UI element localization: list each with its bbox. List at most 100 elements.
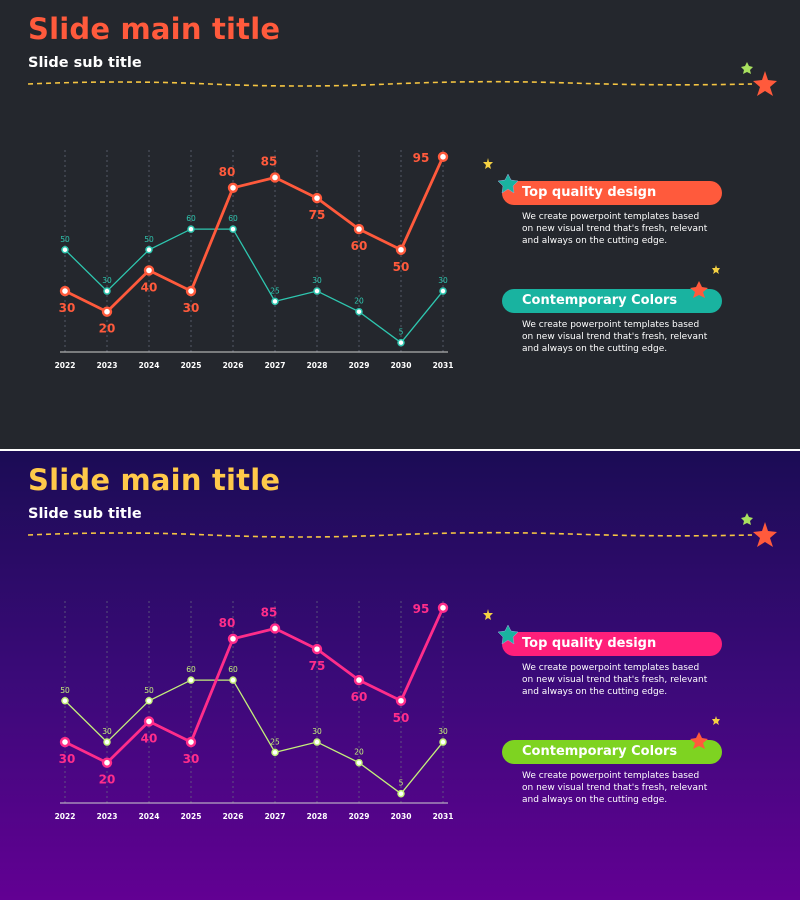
data-point-secondary xyxy=(145,697,153,705)
card-decoration xyxy=(483,609,720,749)
data-label-secondary: 20 xyxy=(354,748,364,757)
header-decoration xyxy=(27,513,777,547)
star-icon xyxy=(483,158,493,169)
x-tick-label: 2023 xyxy=(97,812,118,821)
x-tick-label: 2030 xyxy=(391,812,412,821)
x-tick-label: 2024 xyxy=(139,812,160,821)
data-point-primary xyxy=(395,695,407,706)
feature-card: Top quality design We create powerpoint … xyxy=(502,181,722,247)
data-point-primary xyxy=(269,623,281,634)
star-icon xyxy=(741,62,753,74)
data-label-primary: 95 xyxy=(413,151,430,165)
x-tick-label: 2025 xyxy=(181,812,202,821)
data-label-primary: 60 xyxy=(351,690,368,704)
data-point-primary xyxy=(353,223,365,235)
x-tick-label: 2031 xyxy=(433,812,454,821)
divider-line xyxy=(27,80,753,87)
data-label-primary: 85 xyxy=(261,154,278,168)
star-icon xyxy=(712,716,720,725)
star-icon xyxy=(483,609,493,620)
data-label-primary: 20 xyxy=(99,322,116,336)
series-line-primary xyxy=(64,156,445,314)
card-heading: Contemporary Colors xyxy=(502,289,722,313)
data-point-primary xyxy=(59,285,71,297)
x-tick-label: 2023 xyxy=(97,361,118,370)
data-label-secondary: 50 xyxy=(60,686,70,695)
data-label-primary: 50 xyxy=(393,711,410,725)
data-label-primary: 40 xyxy=(141,731,158,745)
data-point-secondary xyxy=(229,676,237,684)
x-tick-label: 2031 xyxy=(433,361,454,370)
series-line-primary xyxy=(64,607,445,765)
data-label-secondary: 60 xyxy=(228,665,238,674)
data-label-secondary: 30 xyxy=(312,276,322,285)
star-icon xyxy=(690,732,708,749)
data-point-secondary xyxy=(145,246,153,254)
data-label-primary: 30 xyxy=(59,752,76,766)
card-description: We create powerpoint templates based on … xyxy=(522,663,708,697)
x-tick-label: 2028 xyxy=(307,812,328,821)
data-point-primary xyxy=(101,306,113,317)
data-point-secondary xyxy=(439,738,447,746)
data-point-primary xyxy=(143,716,155,727)
data-label-primary: 60 xyxy=(351,239,368,253)
data-label-primary: 50 xyxy=(393,260,410,274)
feature-card: Top quality design We create powerpoint … xyxy=(502,632,722,698)
data-label-secondary: 50 xyxy=(60,235,70,244)
data-point-primary xyxy=(227,633,239,645)
data-label-secondary: 5 xyxy=(399,779,404,788)
header-decoration xyxy=(27,62,777,96)
data-point-secondary xyxy=(229,225,237,233)
data-label-secondary: 30 xyxy=(102,276,112,285)
star-icon xyxy=(741,513,753,525)
data-point-secondary xyxy=(103,287,111,295)
star-icon xyxy=(712,265,720,274)
slide-subtitle: Slide sub title xyxy=(28,506,142,522)
series-line-secondary xyxy=(64,228,444,344)
data-point-primary xyxy=(311,643,323,655)
data-label-primary: 80 xyxy=(219,616,236,630)
x-tick-label: 2027 xyxy=(265,361,286,370)
slide-purple: Slide main title Slide sub title 2022 202… xyxy=(0,451,800,900)
data-label-primary: 95 xyxy=(413,602,430,616)
data-label-primary: 30 xyxy=(183,301,200,315)
divider-line xyxy=(27,531,753,538)
x-tick-label: 2026 xyxy=(223,361,244,370)
line-chart: 2022 2023 2024 2025 2026 2027 2028 2029 2030 2031… xyxy=(55,150,454,370)
data-point-secondary xyxy=(103,738,111,746)
line-chart: 2022 2023 2024 2025 2026 2027 2028 2029 2030 2031… xyxy=(55,601,454,821)
x-tick-label: 2029 xyxy=(349,812,370,821)
data-label-secondary: 30 xyxy=(312,727,322,736)
feature-card: Contemporary Colors We create powerpoint… xyxy=(502,289,722,355)
data-point-secondary xyxy=(271,297,279,306)
slide-subtitle: Slide sub title xyxy=(28,55,142,71)
card-description: We create powerpoint templates based on … xyxy=(522,771,708,805)
data-label-primary: 30 xyxy=(183,752,200,766)
data-label-secondary: 5 xyxy=(399,328,404,337)
card-decoration xyxy=(483,158,720,298)
data-label-primary: 20 xyxy=(99,773,116,787)
x-tick-label: 2024 xyxy=(139,361,160,370)
data-point-secondary xyxy=(313,287,321,295)
x-tick-label: 2029 xyxy=(349,361,370,370)
data-label-secondary: 60 xyxy=(186,214,196,223)
series-line-secondary xyxy=(64,679,444,795)
data-point-secondary xyxy=(61,697,69,705)
data-point-primary xyxy=(185,285,197,297)
x-tick-label: 2022 xyxy=(55,361,76,370)
data-label-secondary: 60 xyxy=(186,665,196,674)
star-icon xyxy=(753,71,777,96)
data-label-secondary: 25 xyxy=(270,286,280,295)
slide-title: Slide main title xyxy=(28,12,281,46)
data-point-primary xyxy=(143,265,155,276)
star-icon xyxy=(690,281,708,298)
x-tick-label: 2028 xyxy=(307,361,328,370)
data-point-primary xyxy=(395,244,407,255)
data-label-primary: 75 xyxy=(309,659,326,673)
data-point-primary xyxy=(353,674,365,686)
x-tick-label: 2025 xyxy=(181,361,202,370)
data-label-secondary: 60 xyxy=(228,214,238,223)
data-point-primary xyxy=(185,736,197,748)
card-heading: Top quality design xyxy=(502,632,722,656)
data-point-primary xyxy=(59,736,71,748)
